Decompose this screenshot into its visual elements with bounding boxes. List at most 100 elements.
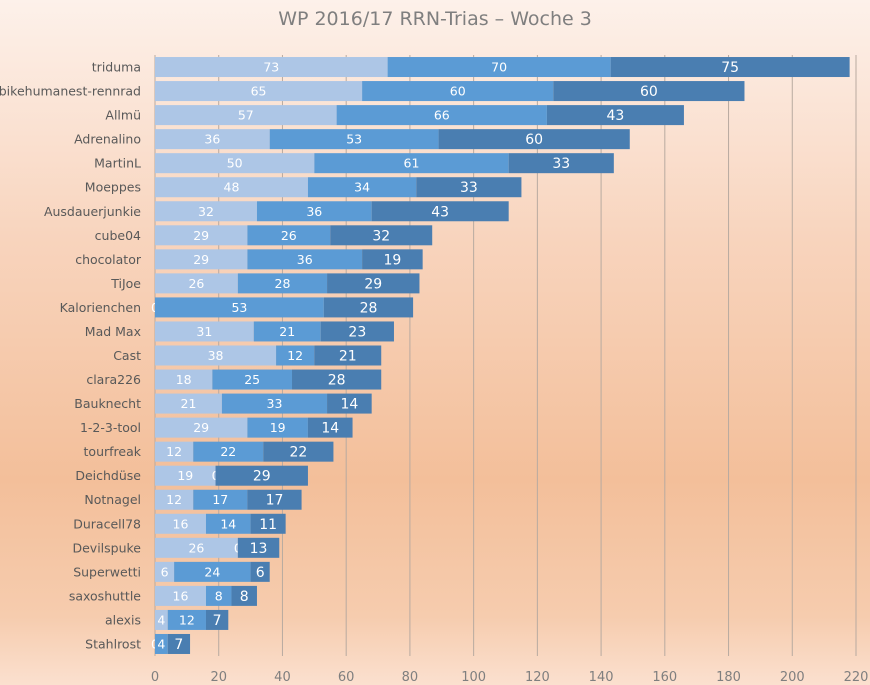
bar-segment [387, 57, 611, 78]
bar-segment [231, 585, 257, 606]
data-label: 50 [227, 156, 243, 171]
bar-segment [307, 177, 417, 198]
bar-segment [247, 489, 302, 510]
data-label: 29 [253, 469, 271, 485]
category-label: Stahlrost [85, 636, 141, 651]
bar-segment [174, 561, 251, 582]
data-label: 21 [181, 396, 197, 411]
category-label: tourfreak [84, 444, 142, 459]
x-tick-label: 200 [780, 670, 805, 685]
bar-segment [155, 441, 194, 462]
bar-segment [610, 57, 850, 78]
data-label: 19 [270, 420, 286, 435]
data-label: 14 [220, 516, 236, 531]
bar-segment [155, 297, 324, 318]
data-label: 19 [383, 252, 401, 268]
bar-segment [155, 201, 257, 222]
data-label: 57 [238, 108, 254, 123]
data-label: 32 [372, 228, 390, 244]
data-label: 14 [321, 421, 339, 437]
bar-segment [155, 369, 213, 390]
category-label: triduma [92, 60, 141, 75]
data-label: 16 [173, 516, 189, 531]
data-label: 12 [166, 492, 182, 507]
bar-segment [212, 369, 293, 390]
bar-segment [155, 105, 337, 126]
bar-segment [205, 513, 251, 534]
x-tick-label: 160 [652, 670, 677, 685]
category-label: chocolator [75, 252, 142, 267]
category-label: clara226 [86, 372, 141, 387]
bar-segment [155, 153, 315, 174]
data-label: 8 [215, 588, 223, 603]
category-label: 1-2-3-tool [80, 420, 141, 435]
data-label: 6 [256, 565, 265, 581]
data-label: 23 [348, 324, 366, 340]
bar-segment [314, 345, 382, 366]
bar-segment [155, 537, 238, 558]
data-label: 18 [176, 372, 192, 387]
category-label: bikehumanest-rennrad [0, 84, 141, 99]
bar-segment [205, 585, 232, 606]
bar-segment [292, 369, 382, 390]
bar-segment [205, 609, 229, 630]
data-label: 22 [220, 444, 236, 459]
bar-segment [237, 537, 280, 558]
data-label: 7 [174, 637, 183, 653]
category-label: Cast [113, 348, 141, 363]
bar-segment [276, 345, 315, 366]
data-label: 21 [279, 324, 295, 339]
data-label: 73 [263, 60, 279, 75]
data-label: 29 [193, 228, 209, 243]
category-label: Superwetti [73, 564, 141, 579]
data-label: 24 [204, 564, 220, 579]
data-label: 53 [346, 132, 362, 147]
data-label: 43 [607, 108, 625, 124]
data-label: 53 [231, 300, 247, 315]
x-tick-label: 180 [716, 670, 741, 685]
bar-segment [155, 513, 206, 534]
data-label: 12 [287, 348, 303, 363]
bar-segment [247, 225, 331, 246]
bar-segment [247, 417, 308, 438]
data-label: 60 [450, 84, 466, 99]
bar-segment [314, 153, 509, 174]
bar-segment [193, 489, 248, 510]
bar-segment [247, 249, 363, 270]
bar-segment [269, 129, 439, 150]
bar-segment [155, 177, 308, 198]
bar-segment [253, 321, 321, 342]
bar-segment [155, 273, 238, 294]
data-label: 34 [354, 180, 370, 195]
data-label: 19 [177, 468, 193, 483]
x-tick-label: 100 [461, 670, 486, 685]
data-label: 29 [193, 252, 209, 267]
data-label: 22 [289, 445, 307, 461]
bar-segment [438, 129, 630, 150]
data-label: 36 [204, 132, 220, 147]
data-label: 33 [267, 396, 283, 411]
bar-segment [155, 321, 254, 342]
data-label: 12 [179, 612, 195, 627]
bar-segment [155, 609, 168, 630]
data-label: 17 [212, 492, 228, 507]
data-label: 4 [157, 612, 165, 627]
data-label: 36 [306, 204, 322, 219]
bar-segment [250, 513, 286, 534]
bar-segment [323, 297, 414, 318]
bar-segment [155, 129, 270, 150]
data-label: 4 [157, 636, 165, 651]
x-tick-label: 80 [402, 670, 419, 685]
data-label: 26 [188, 276, 204, 291]
bar-segment [416, 177, 522, 198]
bar-segment [553, 81, 745, 102]
data-label: 33 [460, 180, 478, 196]
category-label: Allmü [105, 108, 141, 123]
data-label: 33 [552, 156, 570, 172]
category-label: alexis [105, 612, 141, 627]
data-label: 65 [251, 84, 267, 99]
data-label: 7 [213, 613, 222, 629]
data-label: 29 [193, 420, 209, 435]
data-label: 70 [491, 60, 507, 75]
data-label: 17 [266, 493, 284, 509]
